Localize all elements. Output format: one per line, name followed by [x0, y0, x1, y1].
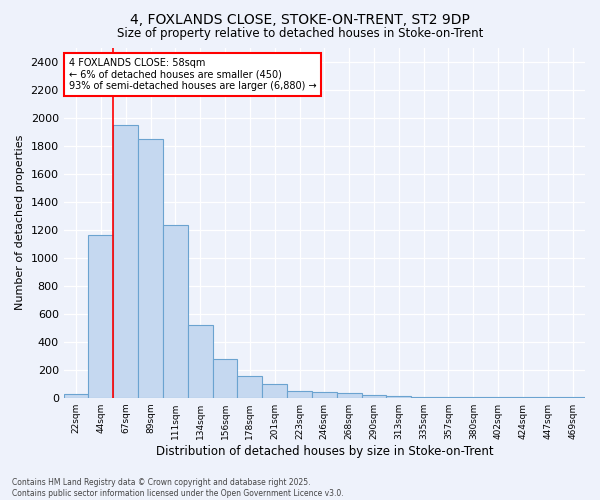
- Bar: [88, 235, 113, 398]
- Text: Contains HM Land Registry data © Crown copyright and database right 2025.
Contai: Contains HM Land Registry data © Crown c…: [12, 478, 344, 498]
- Bar: [386, 396, 411, 398]
- Bar: [312, 392, 337, 398]
- Bar: [262, 384, 287, 398]
- Bar: [64, 394, 88, 398]
- Y-axis label: Number of detached properties: Number of detached properties: [15, 135, 25, 310]
- Text: Size of property relative to detached houses in Stoke-on-Trent: Size of property relative to detached ho…: [117, 28, 483, 40]
- Bar: [287, 392, 312, 398]
- Text: 4 FOXLANDS CLOSE: 58sqm
← 6% of detached houses are smaller (450)
93% of semi-de: 4 FOXLANDS CLOSE: 58sqm ← 6% of detached…: [69, 58, 317, 91]
- Bar: [163, 226, 188, 398]
- Bar: [188, 325, 212, 398]
- Bar: [436, 397, 461, 398]
- Bar: [411, 397, 436, 398]
- Bar: [362, 395, 386, 398]
- Bar: [337, 393, 362, 398]
- Bar: [138, 138, 163, 398]
- Bar: [113, 124, 138, 398]
- Bar: [238, 376, 262, 398]
- Text: 4, FOXLANDS CLOSE, STOKE-ON-TRENT, ST2 9DP: 4, FOXLANDS CLOSE, STOKE-ON-TRENT, ST2 9…: [130, 12, 470, 26]
- X-axis label: Distribution of detached houses by size in Stoke-on-Trent: Distribution of detached houses by size …: [155, 444, 493, 458]
- Bar: [212, 359, 238, 398]
